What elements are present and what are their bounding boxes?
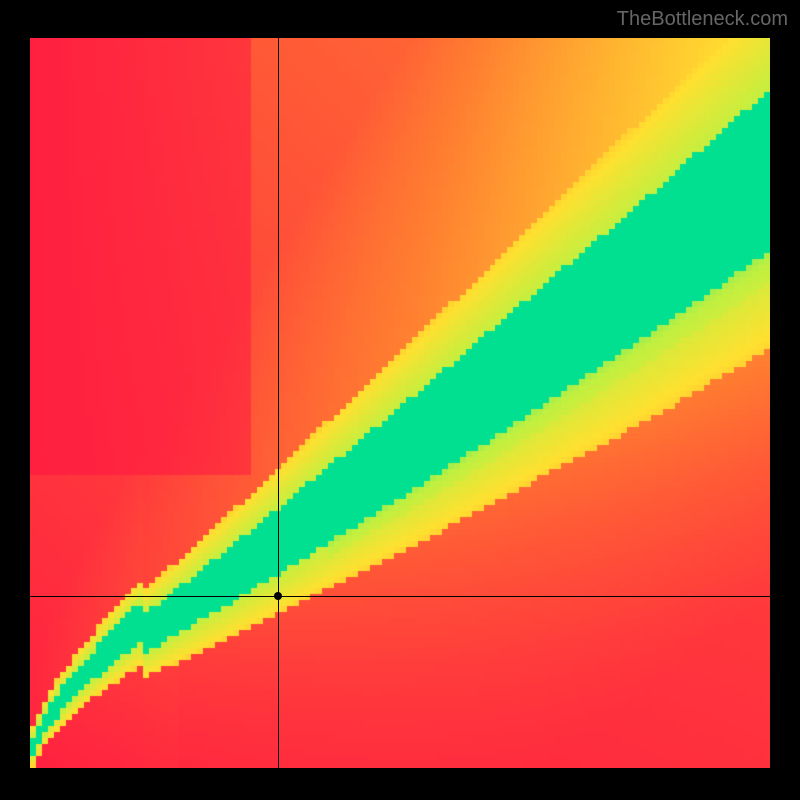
crosshair-vertical: [278, 38, 279, 768]
marker-dot: [274, 592, 282, 600]
chart-container: TheBottleneck.com: [0, 0, 800, 800]
watermark-text: TheBottleneck.com: [617, 8, 788, 31]
crosshair-horizontal: [30, 596, 770, 597]
plot-area: [30, 38, 770, 768]
heatmap-canvas: [30, 38, 770, 768]
